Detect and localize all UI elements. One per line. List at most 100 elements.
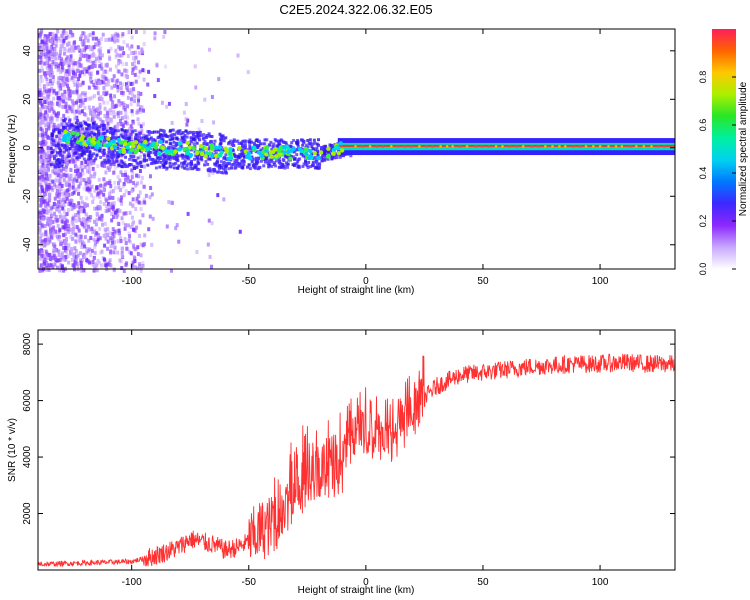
heatmap-cell (75, 178, 79, 183)
heatmap-cell (75, 156, 79, 160)
heatmap-cell (38, 230, 42, 235)
heatmap-cell (60, 143, 64, 147)
heatmap-cell (84, 165, 88, 170)
heatmap-cell (247, 163, 251, 167)
heatmap-cell (99, 200, 103, 205)
heatmap-cell (112, 229, 116, 234)
band-peak (381, 145, 385, 148)
heatmap-cell (95, 185, 99, 190)
heatmap-cell (208, 134, 212, 138)
heatmap-cell (49, 67, 53, 72)
heatmap-cell (142, 153, 146, 157)
heatmap-cell (295, 162, 299, 166)
heatmap-cell (137, 98, 141, 103)
heatmap-cell (47, 126, 51, 131)
heatmap-cell (38, 122, 42, 127)
heatmap-cell (44, 122, 48, 127)
heatmap-peak (79, 136, 84, 142)
heatmap-cell (136, 109, 140, 114)
heatmap-cell (107, 167, 111, 172)
heatmap-cell (66, 246, 70, 251)
heatmap-cell (135, 161, 139, 165)
band-peak (508, 145, 511, 148)
heatmap-cell (116, 152, 120, 156)
band-peak (439, 145, 442, 148)
heatmap-cell (107, 49, 111, 54)
heatmap-peak (248, 156, 253, 161)
heatmap-cell (56, 90, 60, 95)
heatmap-cell (219, 139, 223, 143)
heatmap-cell (39, 248, 43, 253)
heatmap-cell (190, 159, 194, 163)
heatmap-cell (62, 202, 66, 207)
heatmap-cell (38, 175, 42, 180)
heatmap-cell (233, 154, 237, 158)
heatmap-cell (113, 94, 117, 99)
heatmap-cell (43, 87, 47, 92)
heatmap-cell (44, 124, 48, 129)
heatmap-cell (58, 214, 62, 219)
heatmap-cell (48, 46, 52, 51)
heatmap-cell (285, 161, 289, 165)
heatmap-cell (93, 206, 97, 211)
heatmap-cell (142, 77, 146, 82)
heatmap-cell (39, 234, 43, 239)
heatmap-cell (62, 188, 66, 193)
heatmap-cell (39, 120, 43, 125)
heatmap-cell (124, 241, 128, 246)
heatmap-cell (51, 36, 55, 41)
heatmap-cell (61, 77, 65, 82)
heatmap-cell (101, 123, 105, 127)
heatmap-cell (116, 84, 120, 89)
heatmap-cell (59, 38, 63, 43)
band-peak (465, 145, 469, 148)
heatmap-cell (83, 164, 87, 169)
heatmap-cell (64, 173, 68, 178)
heatmap-cell (88, 152, 92, 156)
heatmap-cell (125, 115, 129, 120)
heatmap-cell (92, 257, 96, 262)
heatmap-cell (303, 155, 307, 159)
heatmap-cell (125, 246, 129, 251)
heatmap-cell (277, 161, 281, 165)
heatmap-cell (259, 148, 263, 152)
heatmap-cell (82, 209, 86, 214)
heatmap-cell (70, 109, 74, 114)
heatmap-cell (126, 88, 130, 93)
heatmap-cell (53, 229, 57, 234)
heatmap-cell (216, 164, 220, 168)
heatmap-cell (219, 134, 223, 138)
heatmap-cell (75, 89, 79, 94)
heatmap-cell (283, 140, 287, 144)
heatmap-cell (114, 157, 118, 162)
heatmap-cell (70, 249, 74, 254)
heatmap-cell (43, 163, 47, 168)
heatmap-cell (277, 165, 281, 169)
heatmap-cell (168, 145, 172, 149)
band-peak (650, 145, 653, 148)
heatmap-cell (123, 163, 127, 167)
heatmap-cell (115, 155, 119, 159)
heatmap-cell (48, 252, 52, 257)
band-peak (558, 145, 561, 148)
heatmap-cell (109, 96, 113, 101)
heatmap-cell (85, 69, 89, 74)
heatmap-cell (137, 121, 141, 126)
heatmap-cell (126, 84, 130, 89)
heatmap-cell (263, 157, 267, 161)
heatmap-cell (57, 111, 61, 116)
heatmap-cell (116, 181, 120, 186)
heatmap-cell (100, 73, 104, 78)
snr-x-tick-label: -50 (242, 577, 257, 588)
heatmap-cell (138, 107, 142, 112)
heatmap-cell (292, 164, 296, 168)
heatmap-cell (39, 165, 43, 170)
heatmap-cell (65, 69, 69, 74)
heatmap-cell (39, 131, 43, 136)
heatmap-cell (94, 78, 98, 83)
heatmap-cell (82, 112, 86, 117)
heatmap-cell (54, 154, 58, 158)
heatmap-cell (42, 96, 46, 101)
heatmap-cell (54, 64, 58, 69)
heatmap-cell (252, 162, 256, 166)
